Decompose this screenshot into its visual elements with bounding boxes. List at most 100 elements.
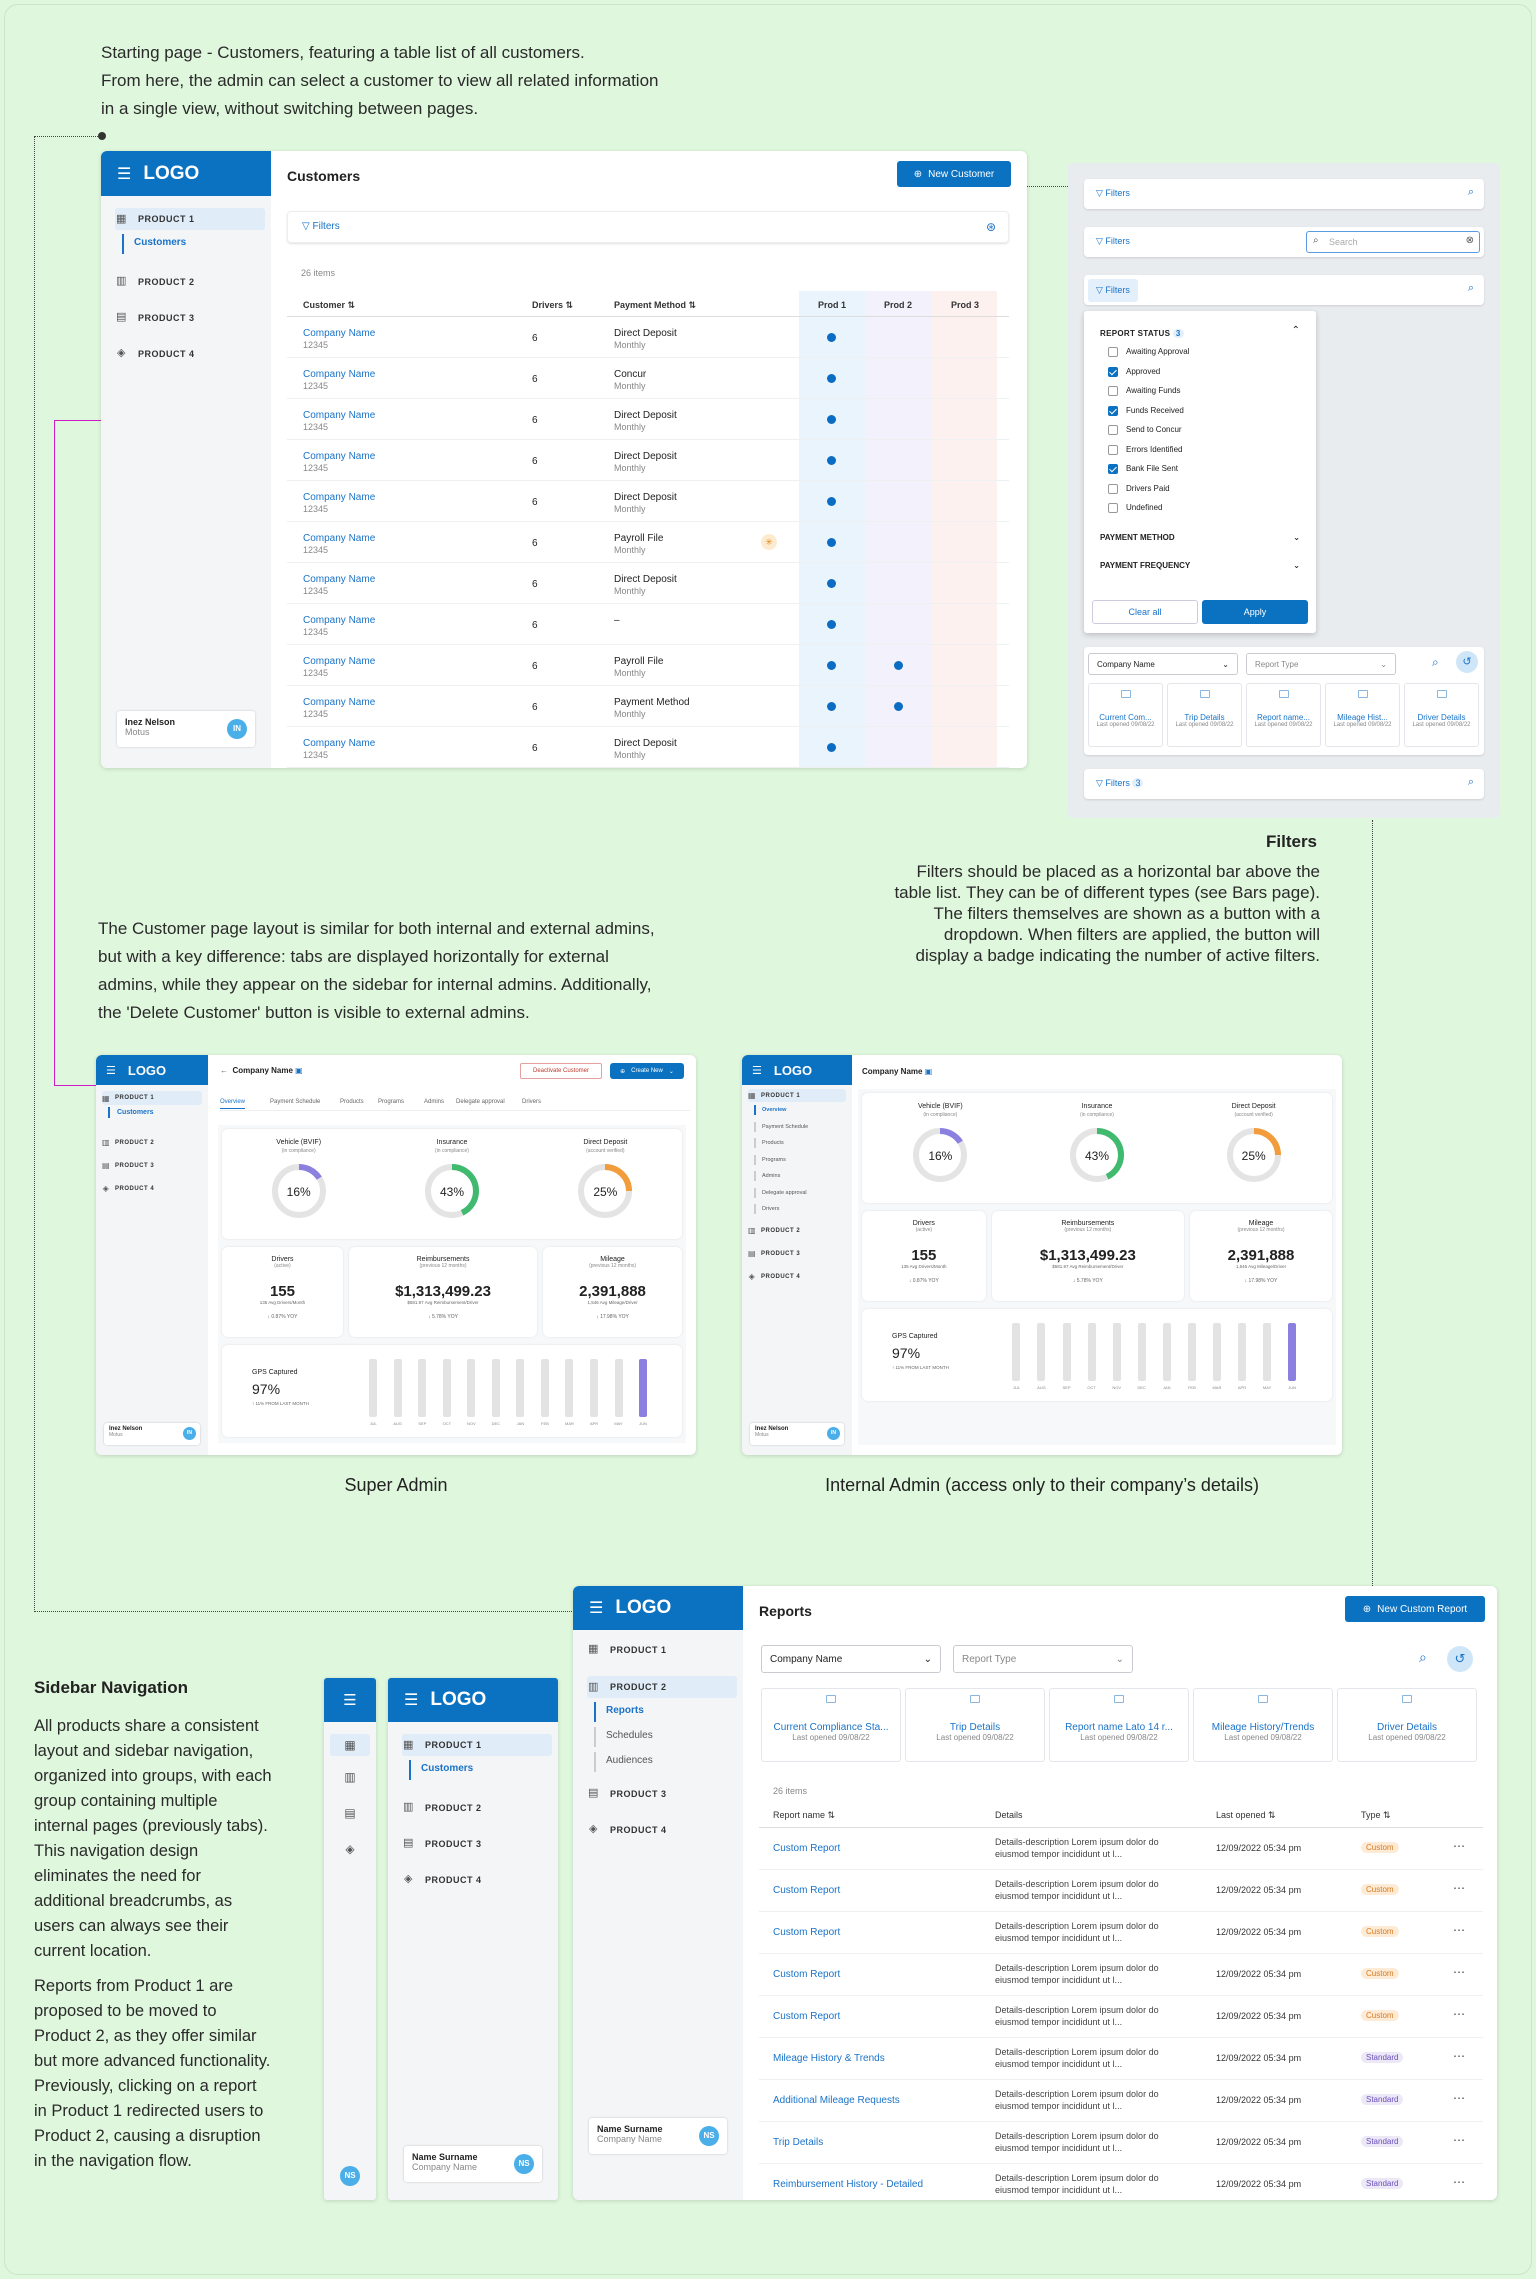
company-name-select[interactable]: Company Name ⌄: [761, 1645, 941, 1673]
status-option[interactable]: Undefined: [1108, 503, 1162, 513]
table-row[interactable]: Reimbursement History - Detailed Details-…: [759, 2164, 1483, 2200]
tab-drivers[interactable]: Drivers: [522, 1099, 541, 1105]
user-card[interactable]: Inez Nelson Motus IN: [750, 1423, 844, 1445]
new-customer-button[interactable]: ⊕ New Customer: [897, 161, 1011, 187]
report-type-select[interactable]: Report Type ⌄: [1246, 653, 1396, 675]
checkbox[interactable]: [1108, 503, 1118, 513]
report-tile[interactable]: Trip Details Last opened 09/08/22: [905, 1688, 1045, 1762]
more-icon[interactable]: ⋯: [1453, 1965, 1465, 1979]
status-option[interactable]: Approved: [1108, 366, 1160, 377]
table-row[interactable]: Company Name 12345 6 Direct Deposit Monthly: [287, 563, 1009, 604]
report-type-select[interactable]: Report Type ⌄: [953, 1645, 1133, 1673]
table-row[interactable]: Company Name 12345 6 –: [287, 604, 1009, 645]
col-last-opened[interactable]: Last opened ⇅: [1216, 1810, 1276, 1820]
table-row[interactable]: Custom Report Details-description Lorem i…: [759, 1996, 1483, 2038]
checkbox[interactable]: [1108, 483, 1118, 494]
table-row[interactable]: Company Name 12345 6 Direct Deposit Monthly: [287, 440, 1009, 481]
sidebar-item-product-3[interactable]: ▤ PRODUCT 3: [748, 1248, 800, 1259]
report-name-link[interactable]: Custom Report: [773, 1969, 841, 1980]
menu-icon[interactable]: ☰: [589, 1600, 604, 1617]
col-drivers[interactable]: Drivers ⇅: [532, 300, 574, 310]
table-row[interactable]: Company Name 12345 6 Direct Deposit Monthly: [287, 727, 1009, 768]
company-name-link[interactable]: Company Name: [303, 738, 376, 749]
status-option[interactable]: Awaiting Funds: [1108, 386, 1181, 396]
search-icon[interactable]: ⌕: [1467, 186, 1474, 198]
filters-button[interactable]: ▽ Filters: [302, 221, 340, 232]
report-tile[interactable]: Mileage History/Trends Last opened 09/08/…: [1193, 1688, 1333, 1762]
grid-icon[interactable]: ▦: [330, 1734, 370, 1756]
sidebar-item-reports[interactable]: Reports: [594, 1702, 644, 1722]
report-tile[interactable]: Current Com... Last opened 09/08/22: [1088, 683, 1163, 747]
table-row[interactable]: Trip Details Details-description Lorem ip…: [759, 2122, 1483, 2164]
user-card[interactable]: Inez Nelson Motus IN: [104, 1423, 200, 1445]
sidebar-item-drivers[interactable]: Drivers: [754, 1204, 834, 1214]
more-icon[interactable]: ⋯: [1453, 1839, 1465, 1853]
info-icon[interactable]: ▣: [295, 1066, 303, 1075]
table-row[interactable]: Company Name 12345 6 Direct Deposit Monthly: [287, 317, 1009, 358]
tab-admins[interactable]: Admins: [424, 1099, 445, 1105]
company-name-link[interactable]: Company Name: [303, 369, 376, 380]
tab-products[interactable]: Products: [340, 1099, 364, 1105]
menu-icon[interactable]: ☰: [404, 1692, 419, 1709]
report-name-link[interactable]: Custom Report: [773, 1843, 841, 1854]
company-name-link[interactable]: Company Name: [303, 410, 376, 421]
more-icon[interactable]: ⋯: [1453, 1881, 1465, 1895]
table-row[interactable]: Custom Report Details-description Lorem i…: [759, 1828, 1483, 1870]
status-option[interactable]: Drivers Paid: [1108, 483, 1170, 494]
sidebar-item-product-3[interactable]: ▤ PRODUCT 3: [115, 312, 195, 323]
sidebar-item-overview[interactable]: Overview: [754, 1105, 834, 1115]
sidebar-item-audiences[interactable]: Audiences: [594, 1752, 653, 1772]
clear-all-button[interactable]: Clear all: [1092, 600, 1198, 624]
payment-method-header[interactable]: PAYMENT METHOD ⌄: [1100, 533, 1300, 542]
sidebar-item-schedules[interactable]: Schedules: [594, 1727, 653, 1747]
table-row[interactable]: Company Name 12345 6 Direct Deposit Monthly: [287, 481, 1009, 522]
filters-button[interactable]: ▽ Filters: [1096, 236, 1130, 246]
user-card[interactable]: Name Surname Company Name NS: [404, 2146, 542, 2182]
search-icon[interactable]: ⌕: [1467, 282, 1474, 294]
checkbox[interactable]: [1108, 366, 1118, 377]
table-row[interactable]: Company Name 12345 6 Payroll File Monthly: [287, 645, 1009, 686]
menu-icon[interactable]: ☰: [324, 1678, 376, 1722]
sidebar-item-product-1[interactable]: ▦ PRODUCT 1: [115, 208, 265, 230]
back-arrow-icon[interactable]: ←: [220, 1066, 228, 1075]
company-name-link[interactable]: Company Name: [303, 328, 376, 339]
calculator-icon[interactable]: ▤: [344, 1806, 356, 1820]
sidebar-item-product-4[interactable]: ◈ PRODUCT 4: [587, 1824, 667, 1835]
report-name-link[interactable]: Custom Report: [773, 1927, 841, 1938]
sidebar-item-product-1[interactable]: ▦ PRODUCT 1: [748, 1089, 846, 1102]
col-payment[interactable]: Payment Method ⇅: [614, 300, 697, 310]
filters-button-open[interactable]: ▽ Filters: [1088, 279, 1138, 302]
sidebar-item-product-1[interactable]: ▦ PRODUCT 1: [102, 1091, 202, 1105]
tab-payment-schedule[interactable]: Payment Schedule: [270, 1099, 321, 1105]
table-row[interactable]: Additional Mileage Requests Details-descr…: [759, 2080, 1483, 2122]
user-card[interactable]: Name Surname Company Name NS: [589, 2118, 727, 2154]
checkbox[interactable]: [1108, 464, 1118, 474]
report-tile[interactable]: Mileage Hist... Last opened 09/08/22: [1325, 683, 1400, 747]
chevron-up-icon[interactable]: ⌃: [1291, 325, 1300, 336]
sidebar-item-product-1[interactable]: ▦ PRODUCT 1: [587, 1644, 667, 1655]
checkbox[interactable]: [1108, 386, 1118, 396]
table-row[interactable]: Company Name 12345 6 Direct Deposit Monthly: [287, 399, 1009, 440]
sidebar-item-product-4[interactable]: ◈ PRODUCT 4: [402, 1874, 482, 1885]
more-icon[interactable]: ⋯: [1453, 2007, 1465, 2021]
tab-delegate-approval[interactable]: Delegate approval: [456, 1099, 505, 1105]
clear-icon[interactable]: ⊗: [1465, 235, 1474, 246]
table-row[interactable]: Custom Report Details-description Lorem i…: [759, 1912, 1483, 1954]
status-option[interactable]: Bank File Sent: [1108, 464, 1178, 474]
sidebar-item-admins[interactable]: Admins: [754, 1171, 834, 1181]
company-name-link[interactable]: Company Name: [303, 533, 376, 544]
history-icon[interactable]: ↺: [1447, 1646, 1473, 1672]
search-icon[interactable]: ⌕: [1432, 655, 1439, 669]
menu-icon[interactable]: ☰: [752, 1064, 762, 1077]
filters-button[interactable]: ▽ Filters: [1096, 188, 1130, 198]
more-icon[interactable]: ⋯: [1453, 2175, 1465, 2189]
deactivate-customer-button[interactable]: Deactivate Customer: [520, 1063, 602, 1079]
tab-overview[interactable]: Overview: [220, 1099, 246, 1109]
sidebar-item-product-4[interactable]: ◈ PRODUCT 4: [102, 1183, 154, 1194]
menu-icon[interactable]: ☰: [117, 165, 132, 183]
filters-button[interactable]: ▽ Filters 3: [1096, 778, 1144, 789]
menu-icon[interactable]: ☰: [106, 1064, 116, 1077]
report-tile[interactable]: Driver Details Last opened 09/08/22: [1404, 683, 1479, 747]
status-option[interactable]: Funds Received: [1108, 405, 1184, 416]
sidebar-item-product-3[interactable]: ▤ PRODUCT 3: [102, 1160, 154, 1171]
